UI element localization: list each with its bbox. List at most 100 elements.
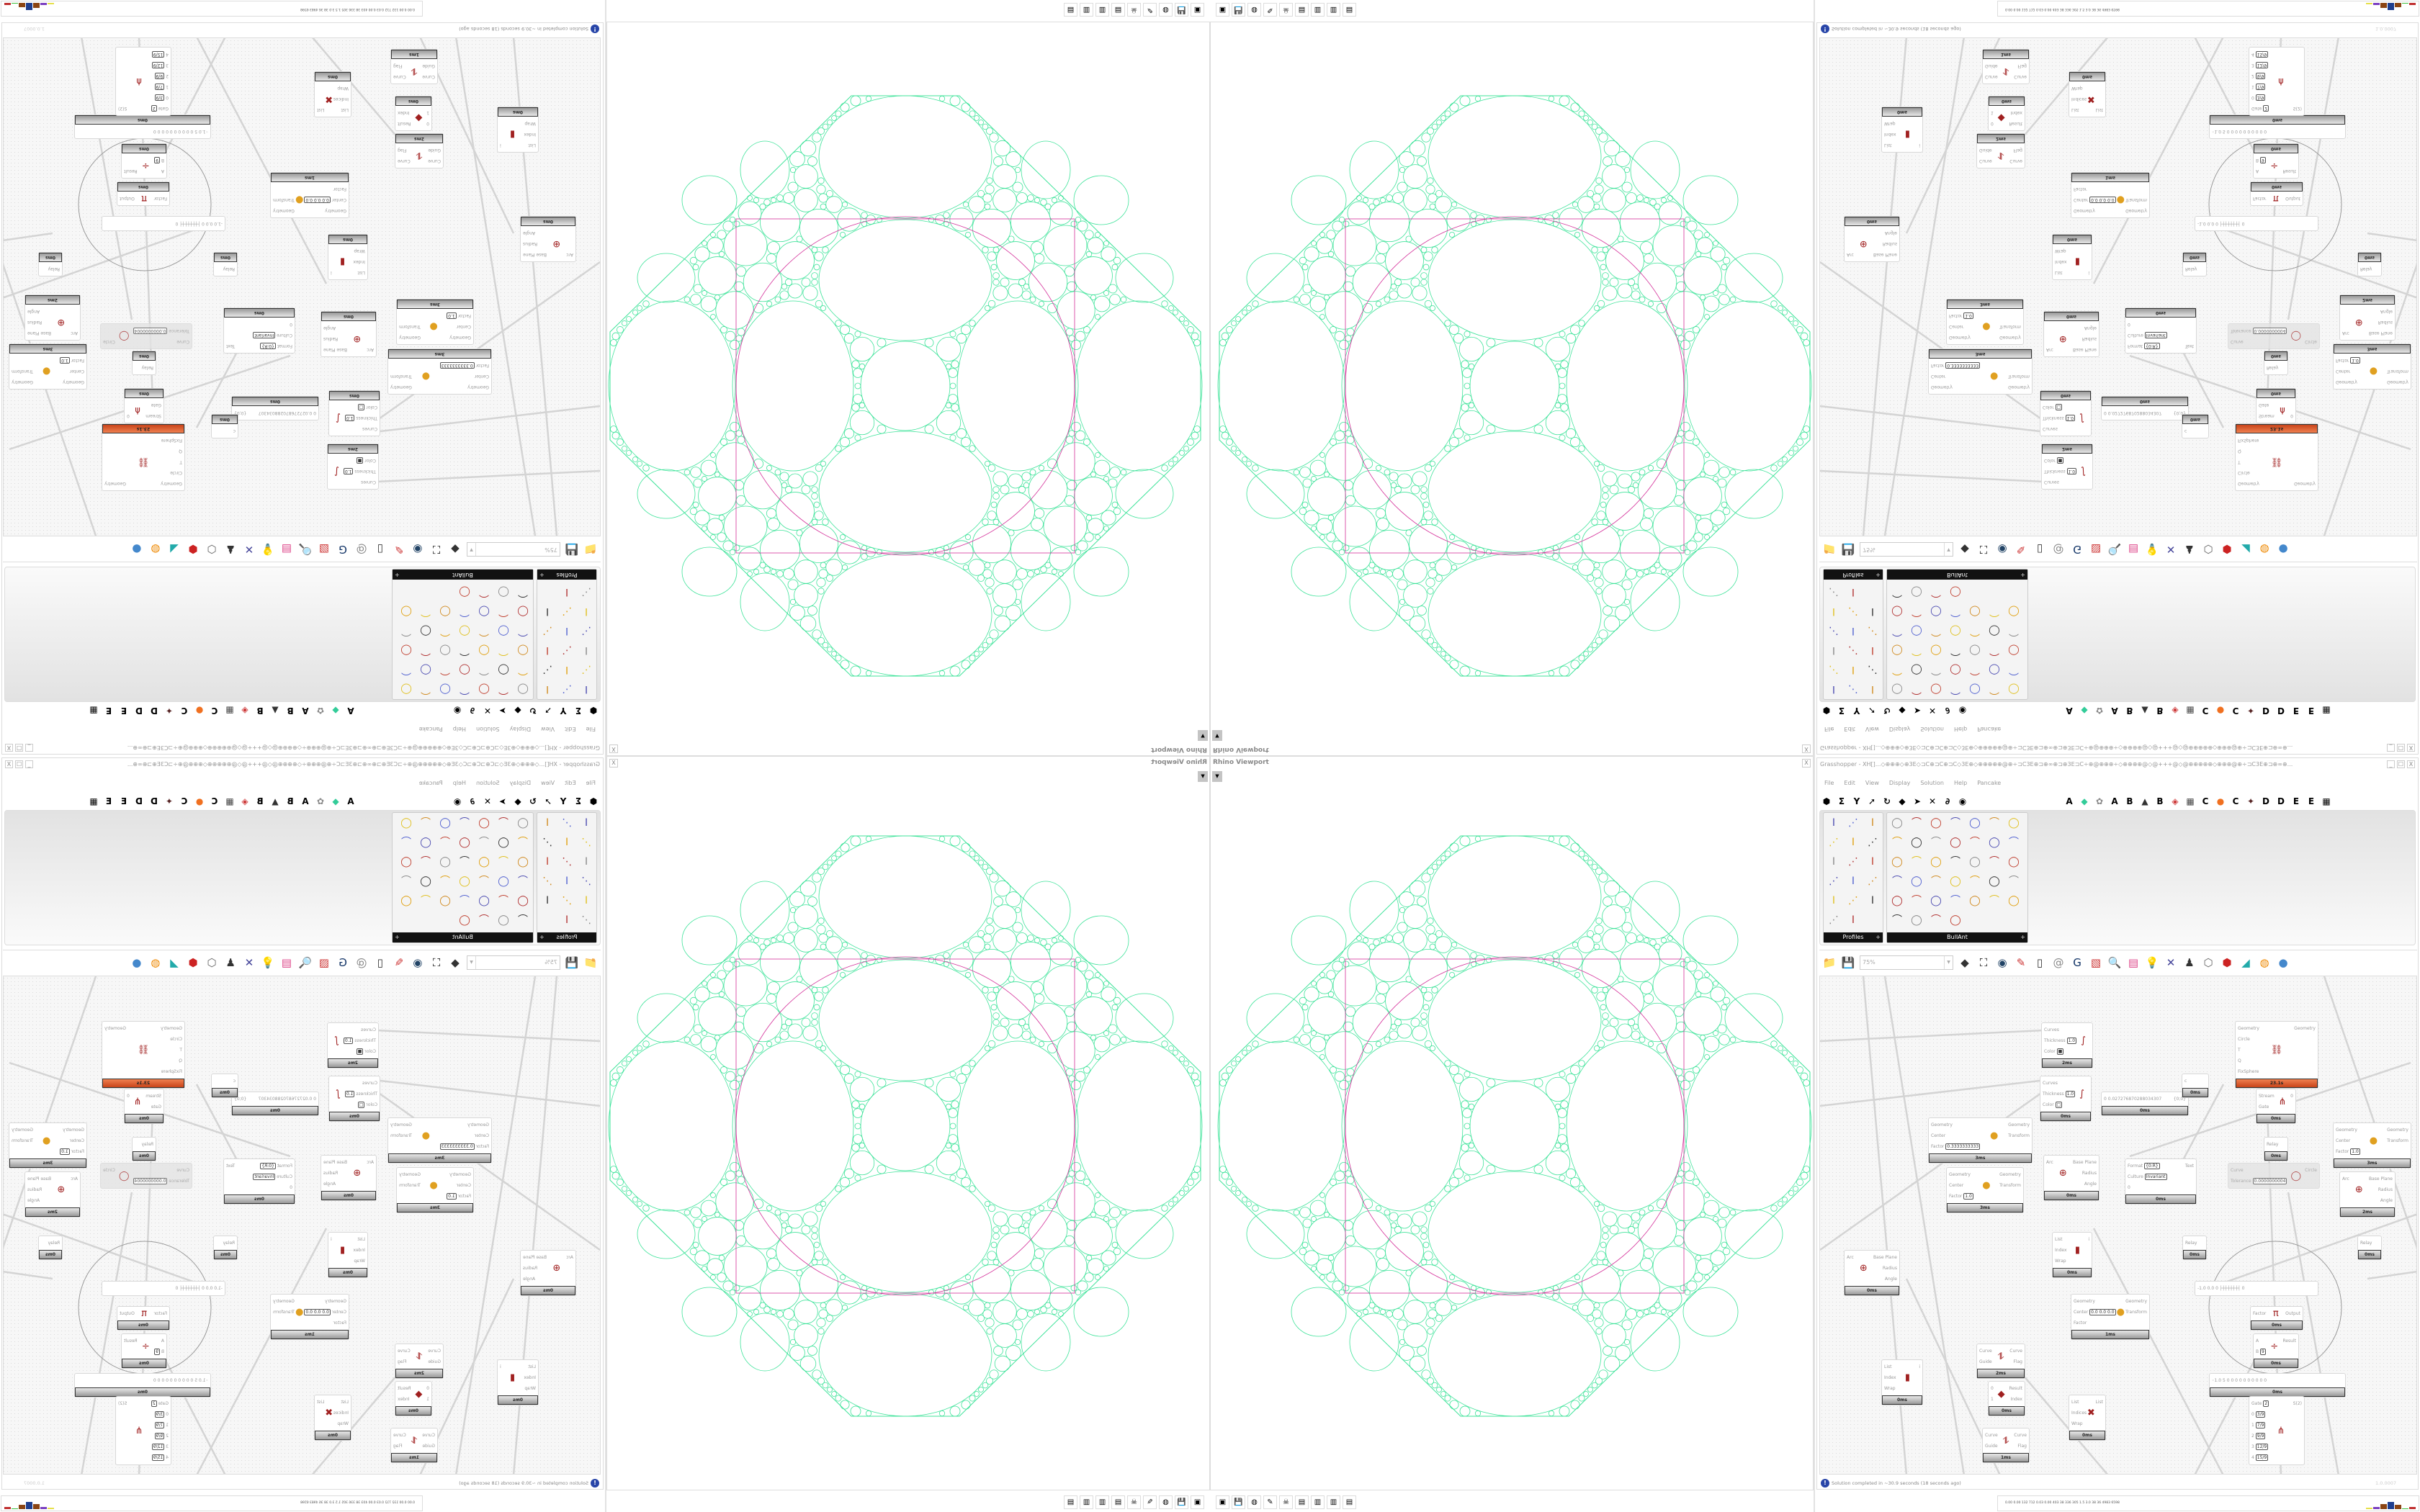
port-value[interactable]: 7/9 — [154, 1422, 165, 1428]
input-port[interactable]: Thickness 1.0 — [2044, 466, 2077, 477]
input-port[interactable]: Guide — [1985, 1441, 1998, 1452]
component-node[interactable]: Arc ⊕ Base Plane Radius Angle 0ms — [321, 311, 377, 357]
port-value[interactable]: 1.0 — [343, 1038, 354, 1044]
rhino-viewport[interactable]: Rhino Viewport X ▼ ▣ 💾 ◍ ✎ ☠ ▤ ▥ ▥ ▤ — [1210, 0, 1815, 756]
save-icon[interactable]: 💾 — [1841, 543, 1855, 557]
palette-component-icon[interactable]: ◯ — [1891, 606, 1903, 617]
palette-component-icon[interactable]: ⌒ — [2009, 876, 2019, 887]
palette-component-icon[interactable]: ⌒ — [1989, 895, 1999, 906]
port-value[interactable]: 2 — [2263, 1400, 2269, 1407]
tab-icon[interactable]: ◉ — [453, 706, 462, 716]
menu-display[interactable]: Display — [509, 780, 532, 786]
minimize-button[interactable]: _ — [2387, 760, 2395, 768]
input-port[interactable]: 0 — [2128, 1182, 2167, 1193]
output-port[interactable]: i — [2088, 1237, 2089, 1242]
palette-component-icon[interactable]: ◯ — [439, 606, 451, 617]
component-node[interactable]: List Indices Wrap ✖ List 0ms — [2069, 71, 2106, 117]
tab-icon[interactable]: ◉ — [1958, 796, 1967, 806]
tab-14[interactable]: D — [135, 706, 143, 716]
port-value[interactable]: 1.0 — [2066, 468, 2077, 474]
input-port[interactable]: List — [524, 140, 537, 150]
palette-component-icon[interactable]: ◯ — [1950, 664, 1961, 675]
palette-component-icon[interactable]: ⋰ — [562, 606, 572, 617]
palette-component-icon[interactable]: ◯ — [1891, 683, 1903, 695]
tab-13[interactable]: D — [2262, 706, 2269, 716]
input-port[interactable]: Guide — [422, 1441, 435, 1452]
zoom-extents-icon[interactable]: ◆ — [1960, 955, 1969, 969]
component-node[interactable]: ◦1.0 5 0 0 0 0 0 0 0 0 0 0 0ms — [74, 1373, 211, 1398]
input-port[interactable]: Geometry — [161, 478, 182, 489]
port-value[interactable]: 1.0 — [1963, 1193, 1973, 1200]
component-node[interactable]: 0 1 ◆ Result Index 0ms — [395, 96, 432, 131]
palette-component-icon[interactable]: ⌒ — [1970, 837, 1980, 848]
input-port[interactable]: Wrap — [353, 1256, 365, 1266]
input-port[interactable]: Index — [353, 256, 365, 267]
palette-component-icon[interactable]: ⋰ — [562, 895, 572, 906]
tab-14[interactable]: D — [135, 796, 143, 806]
port-value[interactable]: {0:R} — [260, 343, 276, 349]
port-value[interactable]: {0:R} — [2144, 1163, 2160, 1169]
input-port[interactable]: Center — [1949, 321, 1973, 332]
input-port[interactable]: Geometry — [60, 377, 84, 387]
output-port[interactable]: Geometry — [273, 208, 295, 213]
input-port[interactable]: Relay — [2360, 264, 2372, 274]
mesh-icon[interactable]: ♟ — [2184, 543, 2195, 557]
palette-component-icon[interactable]: ⌒ — [479, 625, 489, 636]
palette-component-icon[interactable]: ◯ — [478, 644, 490, 656]
output-port[interactable]: Result — [398, 121, 411, 126]
output-port[interactable]: Text — [2184, 343, 2194, 348]
input-port[interactable]: Geometry — [2074, 1296, 2116, 1307]
component-node[interactable]: Curves Thickness 1.0 Color ■ ∫ 2ms — [2041, 444, 2093, 490]
menu-file[interactable]: File — [586, 780, 596, 786]
tab-16[interactable]: E — [2308, 796, 2315, 806]
palette-component-icon[interactable]: ⋰ — [1868, 837, 1878, 848]
tab-icon[interactable]: ➤ — [1913, 706, 1922, 716]
component-node[interactable]: Relay 0ms — [213, 1236, 238, 1260]
input-port[interactable]: Thickness 1.0 — [2044, 1035, 2077, 1046]
input-port[interactable]: Tolerance 0.0000000004 — [2231, 1176, 2287, 1187]
component-node[interactable]: Curves Thickness 1.0 Color □ ∫ 0ms — [2040, 1076, 2092, 1122]
palette-component-icon[interactable]: Ⅰ — [584, 895, 588, 906]
output-port[interactable]: Curve — [2009, 1349, 2022, 1354]
palette-component-icon[interactable]: ◯ — [459, 914, 470, 926]
input-port[interactable]: A — [154, 1336, 164, 1346]
component-node[interactable]: 0 1 ◆ Result Index 0ms — [1988, 96, 2025, 131]
input-port[interactable]: 1 7/9 — [2251, 1420, 2269, 1431]
wires-icon[interactable]: 💡 — [2145, 955, 2159, 969]
tab-icon[interactable]: ➤ — [498, 706, 507, 716]
palette-component-icon[interactable]: ⌒ — [1912, 856, 1922, 868]
palette-component-icon[interactable]: ⌒ — [498, 817, 508, 829]
grasshopper-canvas[interactable]: Curves Thickness 1.0 Color ■ ∫ 2ms Curves Thic… — [1819, 976, 2417, 1475]
input-port[interactable]: 0 3/9 — [2251, 1409, 2269, 1420]
palette-component-icon[interactable]: Ⅰ — [565, 625, 569, 636]
tab-12[interactable]: ✦ — [165, 706, 174, 716]
output-port[interactable]: Circle — [2305, 1168, 2317, 1173]
input-port[interactable]: Center — [440, 371, 489, 382]
palette-component-icon[interactable]: ◯ — [439, 817, 451, 829]
cube-icon[interactable]: ⬡ — [2203, 543, 2213, 557]
palette-component-icon[interactable]: ⌒ — [1912, 644, 1922, 656]
tab-17[interactable]: ▦ — [89, 706, 98, 716]
input-port[interactable]: Index — [524, 1372, 536, 1383]
palette-component-icon[interactable]: Ⅰ — [545, 856, 550, 868]
palette-component-icon[interactable]: ⌒ — [1892, 586, 1902, 598]
input-port[interactable]: Relay — [2267, 1139, 2279, 1150]
input-port[interactable]: T — [161, 456, 182, 467]
output-port[interactable]: Index — [2010, 1397, 2022, 1402]
input-port[interactable]: Geometry — [440, 1120, 489, 1130]
minimize-button[interactable]: _ — [25, 760, 33, 768]
input-port[interactable]: Thickness 1.0 — [343, 466, 376, 477]
palette-component-icon[interactable]: ◯ — [2008, 817, 2020, 829]
palette-component-icon[interactable]: ⌒ — [1970, 876, 1980, 887]
input-port[interactable]: Arc — [566, 1252, 573, 1263]
palette-component-icon[interactable]: ⌒ — [460, 895, 470, 906]
palette-component-icon[interactable]: ⌒ — [479, 664, 489, 675]
input-port[interactable]: Gate — [145, 1102, 161, 1112]
port-value[interactable]: 3/9 — [154, 94, 165, 101]
at-icon[interactable]: ▯ — [2036, 543, 2043, 557]
palette-component-icon[interactable]: ⋰ — [1829, 876, 1839, 887]
tab-7[interactable]: ◈ — [241, 706, 248, 716]
palette-component-icon[interactable]: ◯ — [459, 876, 470, 887]
